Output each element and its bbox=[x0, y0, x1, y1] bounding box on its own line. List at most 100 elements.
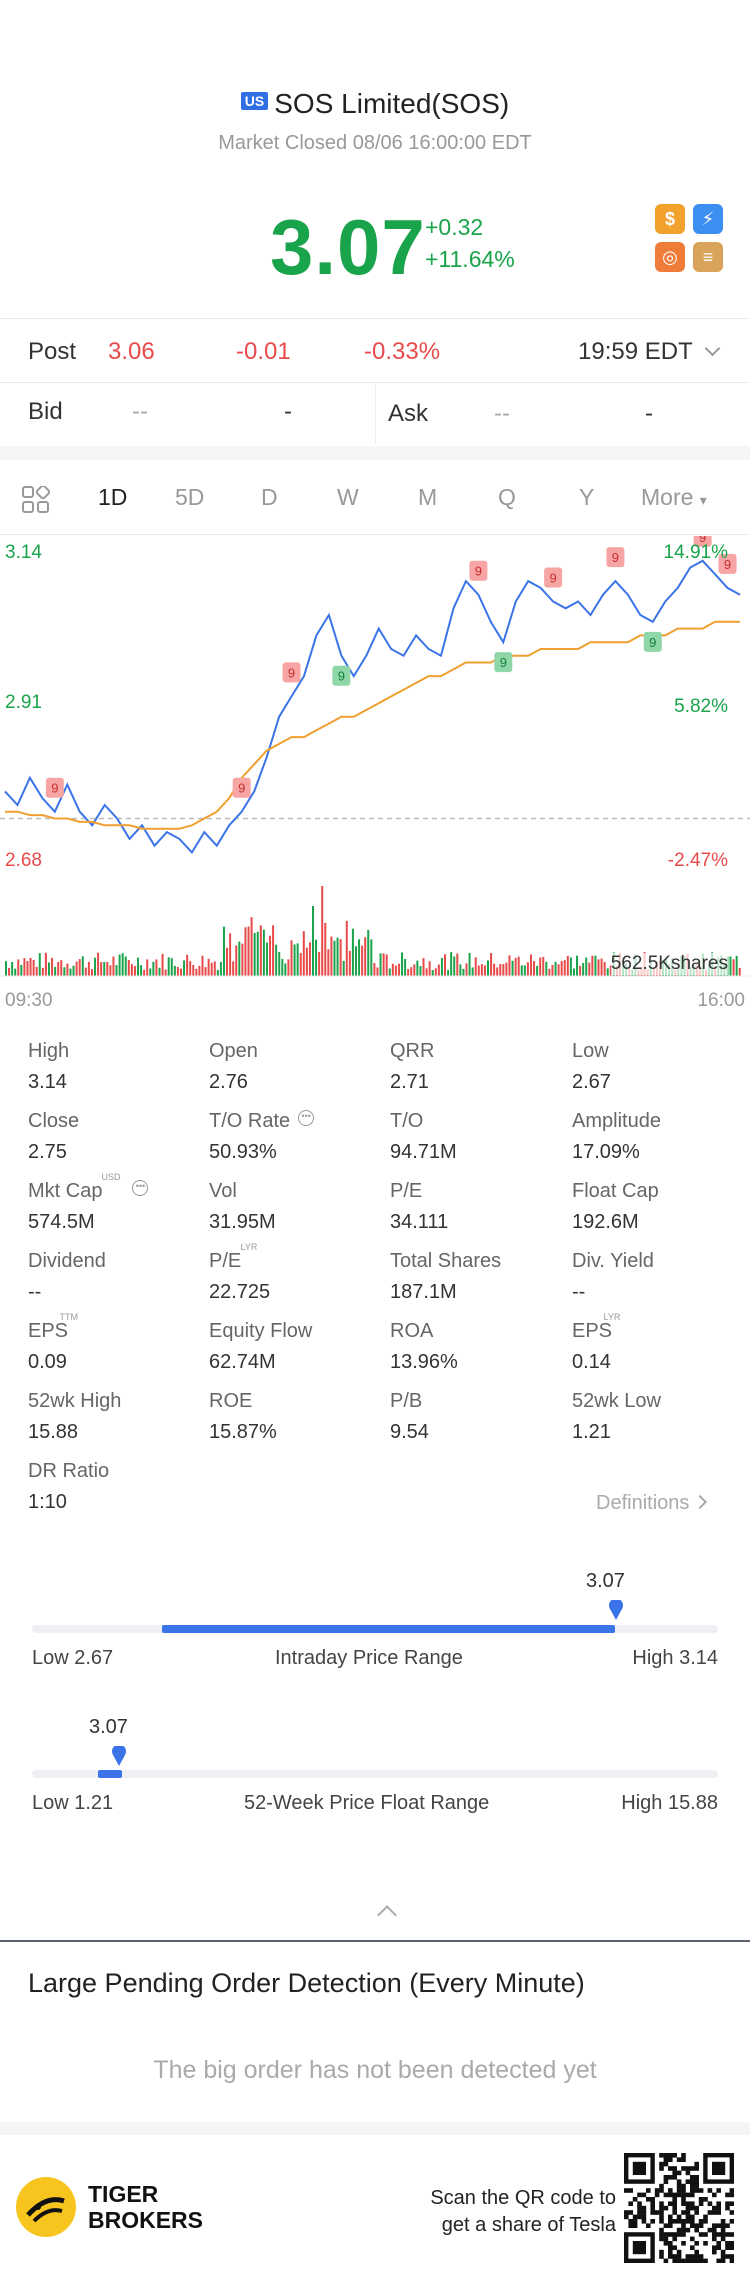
dollar-icon[interactable]: $ bbox=[655, 204, 685, 234]
volume-bar bbox=[345, 920, 348, 976]
qr-module bbox=[694, 2175, 699, 2180]
layers-icon[interactable]: ≡ bbox=[693, 242, 723, 272]
qr-module bbox=[663, 2258, 669, 2263]
lightning-icon[interactable]: ⚡ bbox=[693, 204, 723, 234]
stat-cell: Total Shares 187.1M bbox=[390, 1250, 565, 1304]
qr-module bbox=[637, 2214, 642, 2220]
tab-w[interactable]: W bbox=[337, 484, 359, 510]
stat-label: Mkt Cap USD ••• bbox=[28, 1172, 203, 1203]
volume-bar bbox=[511, 960, 514, 976]
volume-bar bbox=[161, 953, 164, 976]
tab-y[interactable]: Y bbox=[579, 484, 595, 510]
signal-marker bbox=[282, 662, 301, 683]
volume-bar bbox=[213, 961, 216, 976]
volume-bar bbox=[26, 961, 29, 976]
qr-module bbox=[690, 2192, 695, 2198]
qr-module bbox=[725, 2205, 730, 2211]
volume-bar bbox=[140, 965, 143, 976]
qr-code[interactable] bbox=[624, 2153, 734, 2263]
tab-5d[interactable]: 5D bbox=[175, 484, 205, 510]
options-icon[interactable]: ◎ bbox=[655, 242, 685, 272]
volume-bar bbox=[456, 953, 459, 976]
volume-bar bbox=[146, 959, 149, 976]
qr-module bbox=[698, 2223, 704, 2228]
qr-module bbox=[703, 2214, 708, 2220]
stat-value: 15.88 bbox=[28, 1421, 79, 1443]
grid-icon[interactable] bbox=[22, 484, 51, 514]
stat-value: 17.09% bbox=[572, 1141, 640, 1163]
volume-bar bbox=[367, 929, 370, 976]
volume-bar bbox=[536, 965, 539, 976]
tab-d[interactable]: D bbox=[261, 484, 278, 510]
stat-value: 0.14 bbox=[572, 1351, 611, 1373]
volume-bar bbox=[296, 943, 299, 976]
tab-q[interactable]: Q bbox=[498, 484, 516, 510]
qr-module bbox=[668, 2241, 673, 2246]
stat-cell: P/E 34.111 bbox=[390, 1180, 565, 1234]
stat-value: 2.71 bbox=[390, 1071, 429, 1093]
qr-module bbox=[681, 2157, 686, 2162]
bid-size: - bbox=[284, 398, 292, 425]
qr-module bbox=[720, 2227, 726, 2233]
volume-bar bbox=[192, 964, 195, 976]
qr-module bbox=[659, 2232, 664, 2237]
volume-bar bbox=[450, 952, 453, 976]
volume-bar bbox=[155, 959, 158, 976]
post-time-selector[interactable]: 19:59 EDT bbox=[578, 338, 721, 366]
footer-banner[interactable]: TIGER BROKERS Scan the QR code to get a … bbox=[0, 2135, 750, 2280]
qr-module bbox=[663, 2157, 669, 2162]
stat-label: T/O Rate ••• bbox=[209, 1109, 384, 1133]
qr-module bbox=[690, 2205, 695, 2211]
qr-module bbox=[650, 2197, 655, 2202]
qr-module bbox=[676, 2188, 682, 2193]
stat-cell: Open 2.76 bbox=[209, 1040, 384, 1094]
info-icon[interactable]: ••• bbox=[132, 1179, 149, 1196]
qr-module bbox=[729, 2201, 734, 2206]
signal-marker bbox=[232, 777, 251, 798]
volume-bar bbox=[361, 945, 364, 976]
qr-module bbox=[659, 2153, 664, 2158]
volume-bar bbox=[293, 944, 296, 976]
qr-module bbox=[725, 2245, 730, 2250]
qr-module bbox=[725, 2254, 730, 2259]
volume-bar bbox=[431, 969, 434, 976]
qr-module bbox=[659, 2219, 664, 2224]
stat-label: Amplitude bbox=[572, 1110, 661, 1132]
volume-bar bbox=[539, 957, 542, 976]
volume-bar bbox=[305, 947, 308, 976]
signal-marker bbox=[469, 560, 488, 581]
stat-value: 9.54 bbox=[390, 1421, 429, 1443]
qr-module bbox=[668, 2232, 673, 2237]
tab-more[interactable]: More ▾ bbox=[641, 484, 707, 510]
qr-module bbox=[690, 2219, 695, 2224]
volume-bar bbox=[321, 886, 324, 976]
qr-module bbox=[663, 2236, 669, 2242]
tab-m[interactable]: M bbox=[418, 484, 438, 510]
qr-module bbox=[725, 2241, 730, 2246]
volume-bar bbox=[189, 961, 192, 976]
info-icon[interactable]: ••• bbox=[298, 1109, 315, 1126]
qr-module bbox=[672, 2175, 677, 2180]
chevron-up-icon[interactable] bbox=[377, 1905, 397, 1925]
volume-bar bbox=[738, 967, 741, 976]
qr-module bbox=[703, 2241, 708, 2246]
qr-module bbox=[694, 2210, 699, 2215]
volume-bar bbox=[14, 968, 17, 976]
volume-bar bbox=[195, 968, 198, 976]
qr-module bbox=[632, 2219, 638, 2224]
qr-module bbox=[672, 2166, 677, 2171]
signal-marker-label: 9 bbox=[612, 550, 619, 565]
qr-module bbox=[720, 2223, 726, 2228]
week52-range-fill bbox=[98, 1770, 122, 1778]
stat-value: 187.1M bbox=[390, 1281, 457, 1303]
intraday-chart[interactable]: 9 9 9 9 9 9 9 9 9 9 9 bbox=[0, 536, 750, 1026]
ask-size: - bbox=[645, 400, 653, 427]
price-line bbox=[4, 559, 741, 855]
volume-bar bbox=[32, 959, 35, 976]
volume-bar bbox=[382, 953, 385, 976]
definitions-link[interactable]: Definitions bbox=[596, 1492, 708, 1515]
volume-bar bbox=[514, 957, 517, 976]
tab-1d[interactable]: 1D bbox=[98, 484, 128, 510]
qr-module bbox=[646, 2188, 651, 2193]
qr-module bbox=[632, 2223, 638, 2228]
